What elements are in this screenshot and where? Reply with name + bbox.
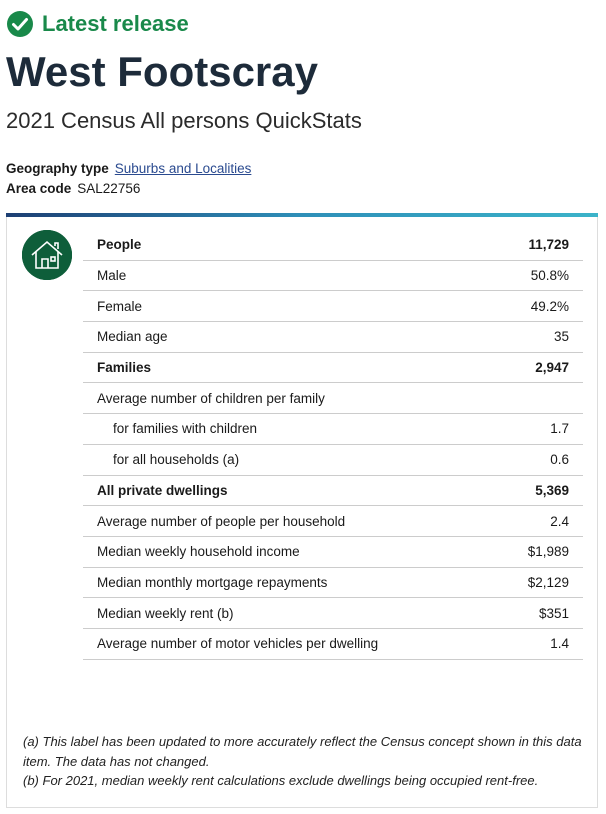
stat-row: Average number of children per family xyxy=(83,383,583,415)
stat-label: for families with children xyxy=(113,421,258,437)
stat-value: 1.7 xyxy=(550,421,569,437)
section: People 11,729 Male 50.8% Female 49.2% Median a… xyxy=(22,230,583,353)
stat-label: Median monthly mortgage repayments xyxy=(97,574,328,590)
stat-value: 5,369 xyxy=(535,482,569,498)
stat-label: Median age xyxy=(97,329,168,345)
stat-label: Female xyxy=(97,298,143,314)
meta-value[interactable]: Suburbs and Localities xyxy=(114,161,252,176)
stat-row: Median monthly mortgage repayments $2,129 xyxy=(83,568,583,599)
card-accent xyxy=(6,213,598,217)
stat-row: Average number of motor vehicles per dwe… xyxy=(83,629,583,660)
stat-label: Average number of children per family xyxy=(97,390,325,406)
stat-value: 0.6 xyxy=(550,452,569,468)
release-badge: Latest release xyxy=(6,8,189,40)
stat-label: Median weekly household income xyxy=(97,544,300,560)
footnote: (b) For 2021, median weekly rent calcula… xyxy=(23,773,539,788)
stat-row: All private dwellings 5,369 xyxy=(83,476,583,507)
stat-row: Average number of people per household 2.… xyxy=(83,506,583,537)
meta-row: Geography type Suburbs and Localities xyxy=(6,159,251,179)
subtitle: 2021 Census All persons QuickStats xyxy=(6,108,362,133)
meta-row: Area code SAL22756 xyxy=(6,179,251,199)
stat-label: Median weekly rent (b) xyxy=(97,605,234,621)
stat-row: Male 50.8% xyxy=(83,261,583,292)
stat-value: 49.2% xyxy=(530,298,569,314)
stat-row: Female 49.2% xyxy=(83,291,583,323)
stat-value: $351 xyxy=(538,605,569,621)
section-icon xyxy=(22,230,72,280)
stat-row: for families with children 1.7 xyxy=(83,414,583,445)
stat-row: Median age 35 xyxy=(83,322,583,353)
stat-row: for all households (a) 0.6 xyxy=(83,445,583,476)
badge-text: Latest release xyxy=(42,11,189,36)
stat-value: 11,729 xyxy=(528,237,569,253)
stat-value: 35 xyxy=(553,329,569,345)
stat-row: Median weekly household income $1,989 xyxy=(83,537,583,568)
stats-card: People 11,729 Male 50.8% Female 49.2% Median a… xyxy=(6,213,598,808)
stat-label: All private dwellings xyxy=(97,482,228,498)
stat-label: Families xyxy=(97,360,152,376)
stat-value: 2,947 xyxy=(535,360,569,376)
footnotes: (a) This label has been updated to more … xyxy=(23,732,588,791)
section: All private dwellings 5,369 Average number… xyxy=(22,230,583,660)
meta-value: SAL22756 xyxy=(77,181,141,196)
meta-label: Area code xyxy=(6,181,72,196)
footnote: (a) This label has been updated to more … xyxy=(23,734,582,769)
stat-label: for all households (a) xyxy=(113,452,240,468)
section: Families 2,947 Average number of children … xyxy=(22,230,583,476)
stat-row: Median weekly rent (b) $351 xyxy=(83,598,583,629)
stat-row: Families 2,947 xyxy=(83,353,583,384)
check-icon xyxy=(7,11,33,37)
stat-value: 2.4 xyxy=(550,513,569,529)
stat-label: Average number of people per household xyxy=(97,513,346,529)
stat-label: People xyxy=(97,237,142,253)
meta-label: Geography type xyxy=(6,161,109,176)
stat-row: People 11,729 xyxy=(83,230,583,261)
meta: Geography type Suburbs and Localities Area… xyxy=(6,159,251,199)
stat-label: Male xyxy=(97,268,127,284)
stat-value: $1,989 xyxy=(527,544,569,560)
sections: People 11,729 Male 50.8% Female 49.2% Median a… xyxy=(22,230,583,660)
title: West Footscray xyxy=(6,48,318,95)
stat-value: $2,129 xyxy=(527,574,569,590)
stat-value: 50.8% xyxy=(530,268,569,284)
stat-label: Average number of motor vehicles per dwe… xyxy=(97,636,379,652)
stat-value: 1.4 xyxy=(550,636,569,652)
